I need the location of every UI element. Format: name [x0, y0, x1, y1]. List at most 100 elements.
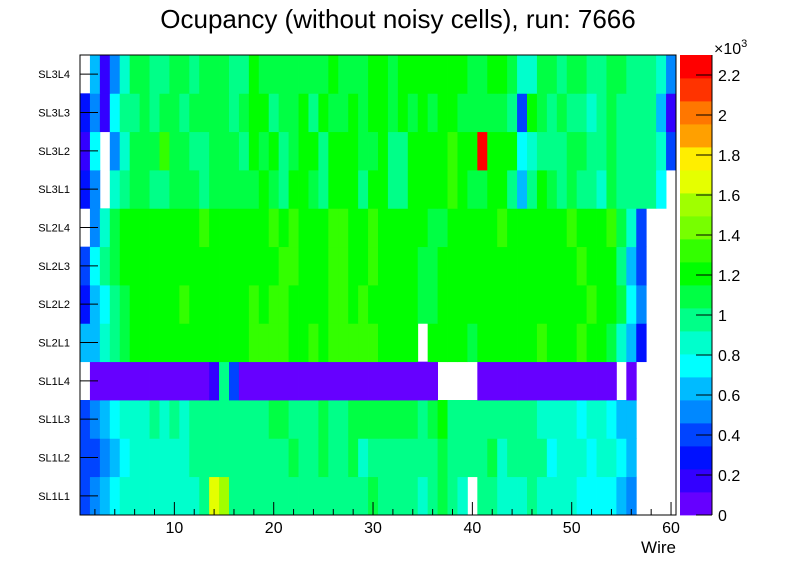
- heatmap-cell: [119, 438, 131, 478]
- heatmap-cell: [199, 476, 210, 516]
- heatmap-cell: [209, 400, 220, 439]
- y-tick-label: SL1L1: [38, 491, 70, 503]
- heatmap-cell: [338, 476, 349, 516]
- heatmap-cell: [199, 208, 210, 248]
- heatmap-cell: [447, 476, 458, 516]
- heatmap-cell: [238, 400, 250, 439]
- heatmap-cell: [407, 323, 419, 363]
- heatmap-cell: [318, 323, 329, 363]
- heatmap-cell: [666, 131, 677, 171]
- heatmap-cell: [596, 476, 607, 516]
- heatmap-cell: [417, 438, 429, 478]
- heatmap-cell: [199, 170, 210, 209]
- heatmap-cell: [149, 323, 160, 363]
- heatmap-cell: [298, 323, 309, 363]
- heatmap-cell: [169, 361, 180, 401]
- heatmap-cell: [219, 400, 230, 439]
- heatmap-cell: [477, 131, 488, 171]
- heatmap-cell: [268, 170, 280, 209]
- palette-tick-label: 0.8: [718, 348, 740, 365]
- heatmap-cell: [606, 438, 617, 478]
- heatmap-cell: [149, 400, 160, 439]
- heatmap-cell: [546, 400, 558, 439]
- heatmap-cell: [139, 208, 150, 248]
- y-tick-label: SL3L1: [38, 184, 70, 196]
- heatmap-cell: [507, 208, 518, 248]
- heatmap-cell: [636, 131, 647, 171]
- heatmap-cell: [447, 438, 458, 478]
- palette-bin: [680, 354, 712, 378]
- heatmap-cell: [328, 285, 339, 324]
- heatmap-cell: [457, 55, 468, 94]
- heatmap-cell: [497, 246, 508, 286]
- heatmap-cell: [447, 55, 458, 94]
- heatmap-cell: [169, 438, 180, 478]
- heatmap-cell: [517, 438, 528, 478]
- heatmap-cell: [417, 208, 429, 248]
- heatmap-cell: [457, 131, 468, 171]
- heatmap-cell: [338, 361, 349, 401]
- heatmap-cell: [566, 361, 578, 401]
- heatmap-cell: [616, 246, 627, 286]
- heatmap-cell: [546, 246, 558, 286]
- heatmap-cell: [109, 323, 121, 363]
- heatmap-cell: [497, 361, 508, 401]
- heatmap-cell: [189, 285, 200, 324]
- heatmap-cell: [229, 246, 240, 286]
- heatmap-cell: [338, 323, 349, 363]
- heatmap-cell: [129, 93, 140, 133]
- heatmap-cell: [616, 55, 627, 94]
- heatmap-cell: [378, 400, 389, 439]
- heatmap-cell: [159, 208, 170, 248]
- heatmap-cell: [606, 55, 617, 94]
- heatmap-cell: [517, 246, 528, 286]
- palette-tick-label: 1.8: [718, 148, 740, 165]
- heatmap-cell: [536, 55, 548, 94]
- heatmap-cell: [219, 323, 230, 363]
- heatmap-cell: [159, 55, 170, 94]
- heatmap-cell: [517, 476, 528, 516]
- palette-bin: [680, 492, 712, 516]
- heatmap-cell: [417, 285, 429, 324]
- heatmap-cell: [318, 361, 329, 401]
- heatmap-cell: [219, 476, 230, 516]
- heatmap-cell: [119, 361, 131, 401]
- heatmap-cell: [368, 323, 379, 363]
- heatmap-cell: [278, 55, 289, 94]
- heatmap-cell: [536, 93, 548, 133]
- heatmap-cell: [179, 285, 190, 324]
- heatmap-cell: [427, 208, 438, 248]
- heatmap-cell: [318, 55, 329, 94]
- heatmap-cell: [199, 285, 210, 324]
- heatmap-cell: [457, 285, 468, 324]
- heatmap-cell: [427, 285, 438, 324]
- heatmap-cell: [288, 208, 299, 248]
- heatmap-cell: [546, 285, 558, 324]
- heatmap-cell: [387, 438, 399, 478]
- heatmap-cell: [109, 208, 121, 248]
- heatmap-cell: [348, 246, 359, 286]
- heatmap-cell: [99, 361, 111, 401]
- heatmap-cell: [606, 323, 617, 363]
- heatmap-cell: [318, 476, 329, 516]
- heatmap-cell: [417, 55, 429, 94]
- heatmap-cell: [248, 285, 260, 324]
- heatmap-cell: [387, 131, 399, 171]
- heatmap-cell: [487, 93, 498, 133]
- heatmap-cell: [209, 93, 220, 133]
- heatmap-cell: [407, 208, 419, 248]
- heatmap-cell: [348, 131, 359, 171]
- heatmap-cell: [229, 131, 240, 171]
- heatmap-cell: [546, 170, 558, 209]
- heatmap-cell: [536, 438, 548, 478]
- heatmap-cell: [586, 361, 597, 401]
- heatmap-cell: [576, 93, 587, 133]
- heatmap-cell: [556, 323, 568, 363]
- heatmap-cell: [129, 208, 140, 248]
- heatmap-cell: [467, 55, 478, 94]
- heatmap-cell: [467, 323, 478, 363]
- heatmap-cell: [159, 170, 170, 209]
- heatmap-cell: [268, 400, 280, 439]
- heatmap-cell: [229, 93, 240, 133]
